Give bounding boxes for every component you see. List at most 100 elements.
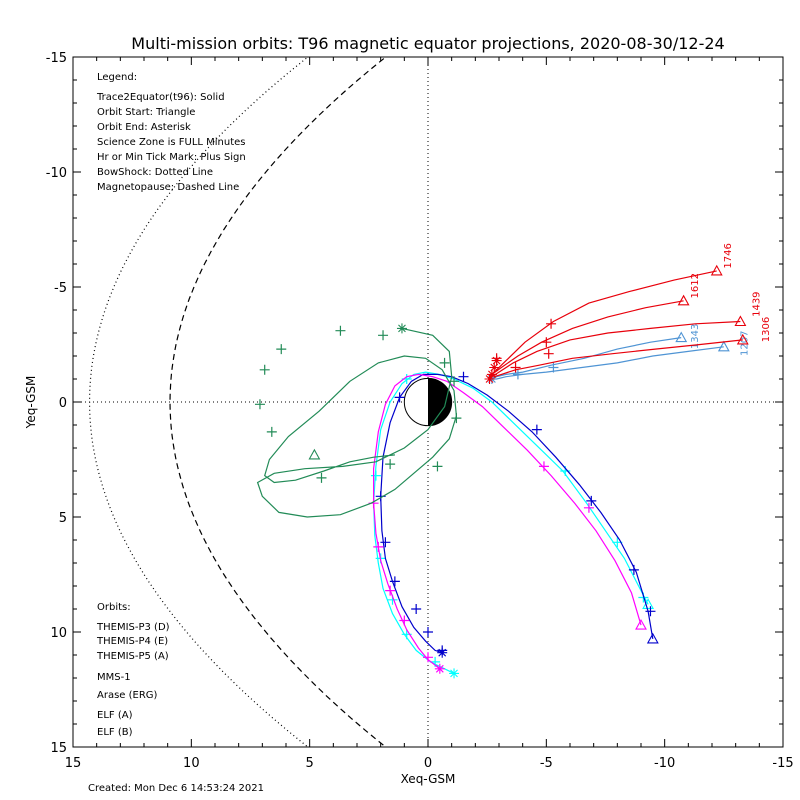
y-tick-label-3: 0 [59,396,67,411]
earth-nightside [428,378,452,426]
x-tick-label-0: 15 [65,756,82,771]
tick-mark-themis-p5-a-4 [385,585,396,596]
orbit-end-themis-p5-a [434,663,445,674]
orbit-start-elf-a [717,340,730,352]
legend-box: Legend: Trace2Equator(t96): Solid Orbit … [96,72,246,193]
orbit-elf-b-2 [491,320,741,378]
orbit-start-themis-p5-a [635,618,647,630]
y-axis-label: Yeq-GSM [24,376,38,430]
tick-mark-themis-p4-e-0 [645,606,656,617]
orbit-legend-mms1: MMS-1 [97,672,131,683]
tick-mark-themis-p4-e-2 [586,495,597,506]
tick-mark-themis-p5-a-1 [538,461,549,472]
tick-mark-themis-p5-a-5 [399,615,410,626]
orbit-elf-a-2 [491,337,682,380]
orbit-start-elf-b-3 [736,333,749,345]
y-tick-label-6: 15 [50,741,67,756]
y-tick-label-2: -5 [54,281,67,296]
tick-mark-themis-p4-e-9 [411,604,422,614]
tick-mark-themis-p5-a-0 [583,502,594,513]
orbit-label-elf-b-1: 1612 [690,273,701,298]
tick-mark-arase-erg-11 [451,413,462,424]
tick-mark-themis-p4-e-4 [458,371,469,382]
tick-mark-themis-p4-e-1 [628,564,639,575]
orbit-elf-b-3 [494,339,743,378]
tick-mark-themis-p4-e-8 [389,576,400,587]
orbit-legend-arase: Arase (ERG) [97,690,158,701]
y-tick-label-5: 10 [50,626,67,641]
tick-mark-themis-p4-e-5 [394,392,405,403]
orbit-label-elf-a-1: 1207 [740,331,751,356]
tick-mark-arase-erg-0 [439,357,450,368]
y-tick-label-4: 5 [59,511,67,526]
x-tick-label-3: 0 [424,756,432,771]
orbit-legend-themis-p5: THEMIS-P5 (A) [96,651,169,662]
orbit-start-themis-p4-e [646,632,659,644]
legend-heading: Legend: [97,72,137,83]
tick-mark-elf-b-3 [510,362,521,373]
tick-mark-elf-a-1 [512,369,523,380]
orbit-elf-b-0 [489,270,717,378]
tick-mark-arase-erg-2 [335,325,346,336]
orbit-end-elf-b-2 [486,369,497,380]
tick-mark-arase-erg-7 [316,472,327,483]
tick-mark-themis-p3-d-4 [370,470,381,481]
orbit-legend-elf-a: ELF (A) [97,710,133,721]
bowshock-curve [89,57,309,747]
tick-mark-elf-b-0 [546,318,557,329]
tick-mark-arase-erg-8 [385,459,396,470]
tick-mark-arase-erg-5 [254,399,265,410]
x-tick-label-6: -15 [772,756,793,771]
tick-mark-themis-p4-e-7 [380,537,391,548]
orbit-label-elf-b-3: 1306 [761,317,772,342]
legend-line-magnetopause: Magnetopause: Dashed Line [97,182,239,193]
x-tick-label-5: -10 [654,756,675,771]
tick-mark-elf-b-4 [491,353,502,364]
x-axis-label: Xeq-GSM [401,772,456,786]
tick-mark-arase-erg-6 [266,426,277,437]
orbits-legend: Orbits: THEMIS-P3 (D) THEMIS-P4 (E) THEM… [96,602,170,738]
orbit-arase-erg [256,327,458,518]
tick-mark-elf-b-1 [541,337,552,348]
legend-line-science: Science Zone is FULL Minutes [97,137,246,148]
legend-line-end: Orbit End: Asterisk [97,122,191,133]
orbit-end-elf-b-1 [489,362,500,373]
orbit-start-elf-b-1 [677,294,690,306]
chart-title: Multi-mission orbits: T96 magnetic equat… [131,34,724,53]
orbit-start-elf-b-2 [734,315,747,327]
orbit-start-arase-erg [308,448,321,460]
tick-mark-arase-erg-3 [378,330,389,341]
tick-mark-themis-p5-a-3 [373,541,384,552]
x-tick-label-1: 10 [183,756,200,771]
orbit-start-elf-b-0 [710,264,723,276]
legend-line-trace: Trace2Equator(t96): Solid [96,92,225,103]
legend-line-bowshock: BowShock: Dotted Line [97,167,213,178]
tick-mark-themis-p5-a-6 [423,652,433,663]
tick-mark-arase-erg-10 [449,376,460,387]
orbits-heading: Orbits: [97,602,131,613]
orbit-elf-a [491,346,724,380]
tick-mark-themis-p4-e-10 [423,627,433,637]
orbit-label-elf-b-0: 1746 [723,243,734,268]
orbit-end-themis-p3-d [449,668,460,679]
tick-mark-arase-erg-1 [276,344,287,355]
orbit-themis-p4-e [380,373,654,654]
orbit-label-elf-a-0: 1343 [690,324,701,349]
tick-mark-elf-b-2 [543,348,554,359]
orbit-legend-themis-p3: THEMIS-P3 (D) [96,622,170,633]
x-tick-label-4: -5 [540,756,553,771]
orbit-start-elf-a-2 [675,331,688,343]
orbit-themis-p5-a [373,373,642,670]
magnetopause-curve [169,57,387,747]
tick-mark-arase-erg-4 [259,364,270,375]
orbit-label-elf-b-2: 1439 [751,291,762,316]
legend-line-tick: Hr or Min Tick Mark: Plus Sign [97,152,246,163]
x-tick-label-2: 5 [306,756,314,771]
legend-line-start: Orbit Start: Triangle [97,107,195,118]
orbit-end-arase-erg [396,323,407,334]
orbit-legend-elf-b: ELF (B) [97,727,133,738]
tick-mark-themis-p4-e-3 [531,424,542,435]
orbit-end-themis-p4-e [437,647,448,658]
tick-mark-arase-erg-9 [432,461,443,472]
